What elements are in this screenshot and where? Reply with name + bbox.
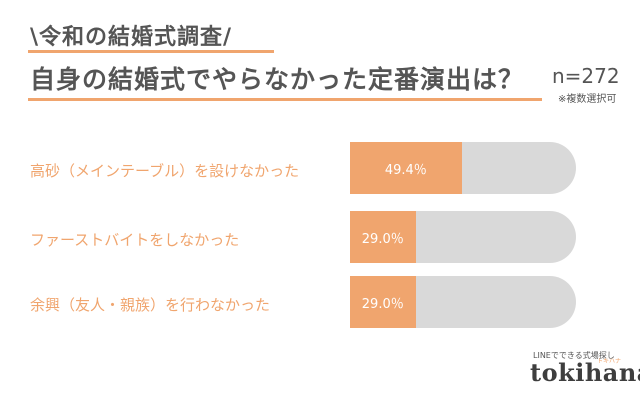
bar [350,142,462,194]
brand-logo: tokihana [530,358,640,387]
title-underline-1 [28,50,274,53]
bar-track: 49.4％ [350,142,576,194]
data-label: 29.0％ [361,296,404,312]
bar-track: 29.0％ [350,211,576,263]
data-label: 29.0％ [361,231,404,247]
row-label: 余興（友人・親族）を行わなかった [30,296,271,314]
question-title: 自身の結婚式でやらなかった定番演出は？ [30,65,525,94]
brand-logo-sub: トキハナ [597,358,622,365]
row-label: ファーストバイトをしなかった [30,231,240,249]
title-underline-2 [28,98,542,101]
brand-tagline: LINEでできる式場探し [533,351,615,360]
survey-tag-title: \令和の結婚式調査/ [30,25,233,50]
multiple-choice-note: ※複数選択可 [558,94,617,105]
bar-track: 29.0％ [350,276,576,328]
bar [350,276,416,328]
row-label: 高砂（メインテーブル）を設けなかった [30,162,300,180]
bar [350,211,416,263]
data-label: 49.4％ [384,162,427,178]
sample-size: n=272 [552,64,620,88]
